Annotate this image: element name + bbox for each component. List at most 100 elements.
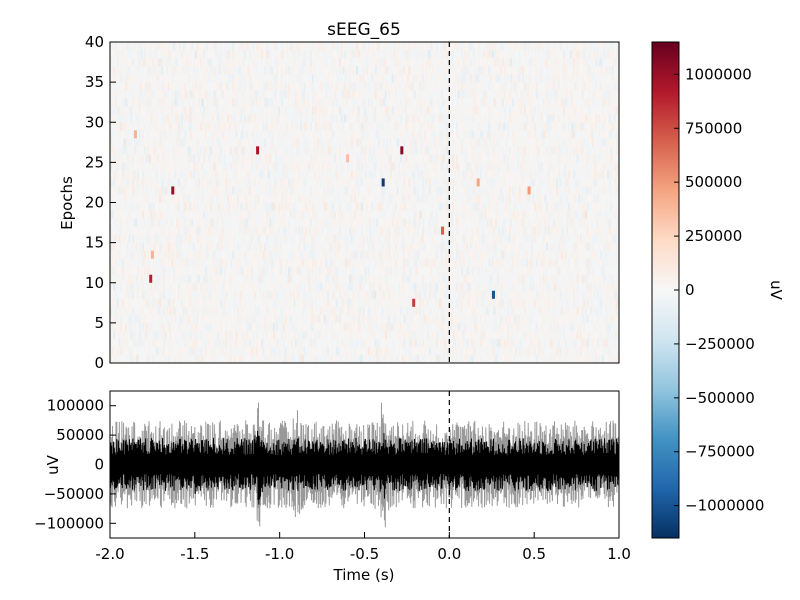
- heatmap-cell: [325, 58, 328, 67]
- heatmap-cell: [478, 66, 481, 75]
- heatmap-cell: [289, 82, 292, 91]
- heatmap-cell: [320, 82, 323, 91]
- heatmap-cell: [535, 202, 538, 211]
- heatmap-cell: [372, 218, 375, 227]
- heatmap-cell: [549, 202, 552, 211]
- heatmap-cell: [240, 162, 243, 171]
- heatmap-cell: [427, 66, 430, 75]
- heatmap-cell: [383, 138, 386, 147]
- heatmap-cell: [486, 194, 489, 203]
- heatmap-cell: [540, 114, 543, 123]
- heatmap-cell: [339, 194, 342, 203]
- heatmap-cell: [345, 90, 348, 99]
- heatmap-cell: [561, 194, 564, 203]
- heatmap-cell: [457, 162, 460, 171]
- heatmap-cell: [157, 186, 160, 195]
- heatmap-cell: [216, 90, 219, 99]
- heatmap-cell: [503, 178, 506, 187]
- heatmap-cell: [276, 58, 279, 67]
- heatmap-cell: [551, 154, 554, 163]
- heatmap-cell: [196, 186, 199, 195]
- heatmap-cell: [462, 90, 465, 99]
- heatmap-cell: [530, 122, 533, 131]
- heatmap-cell: [333, 146, 336, 155]
- heatmap-cell: [556, 202, 559, 211]
- heatmap-cell: [320, 154, 323, 163]
- heatmap-cell: [169, 154, 172, 163]
- heatmap-cell: [527, 178, 530, 187]
- heatmap-cell: [439, 130, 442, 139]
- heatmap-cell: [154, 218, 157, 227]
- heatmap-cell: [320, 146, 323, 155]
- heatmap-cell: [393, 146, 396, 155]
- heatmap-cell: [216, 74, 219, 83]
- heatmap-cell: [583, 42, 586, 51]
- heatmap-cell: [232, 42, 235, 51]
- heatmap-cell: [432, 114, 435, 123]
- heatmap-cell: [349, 66, 352, 75]
- heatmap-cell: [132, 154, 135, 163]
- heatmap-cell: [201, 138, 204, 147]
- heatmap-cell: [111, 146, 114, 155]
- heatmap-cell: [322, 130, 325, 139]
- heatmap-cell: [396, 186, 399, 195]
- heatmap-cell: [164, 218, 167, 227]
- heatmap-cell: [603, 66, 606, 75]
- heatmap-cell: [468, 146, 470, 155]
- heatmap-cell: [381, 186, 384, 195]
- heatmap-cell: [182, 210, 185, 219]
- heatmap-cell: [493, 210, 496, 219]
- heatmap-cell: [405, 98, 408, 107]
- heatmap-cell: [210, 66, 213, 75]
- heatmap-cell: [600, 130, 603, 139]
- heatmap-cell: [201, 82, 204, 91]
- heatmap-cell: [579, 90, 582, 99]
- heatmap-cell: [240, 202, 243, 211]
- heatmap-cell: [442, 202, 445, 211]
- heatmap-cell: [551, 74, 554, 83]
- heatmap-cell: [359, 202, 362, 211]
- heatmap-cell: [245, 114, 248, 123]
- heatmap-cell: [247, 210, 250, 219]
- heatmap-cell: [206, 162, 209, 171]
- heatmap-cell: [315, 98, 318, 107]
- heatmap-cell: [473, 98, 476, 107]
- heatmap-cell: [525, 74, 528, 83]
- heatmap-cell: [143, 162, 146, 171]
- heatmap-cell: [262, 114, 265, 123]
- heatmap-cell: [444, 194, 447, 203]
- heatmap-cell: [255, 194, 258, 203]
- heatmap-cell: [451, 202, 454, 211]
- heatmap-cell: [245, 50, 248, 59]
- heatmap-cell: [123, 138, 126, 147]
- heatmap-cell: [386, 202, 389, 211]
- heatmap-cell: [255, 74, 258, 83]
- heatmap-cell: [357, 218, 360, 227]
- heatmap-cell: [412, 130, 415, 139]
- heatmap-cell: [242, 114, 245, 123]
- heatmap-cell: [235, 162, 238, 171]
- heatmap-cell: [591, 90, 594, 99]
- heatmap-cell: [520, 98, 523, 107]
- heatmap-cell: [410, 66, 413, 75]
- heatmap-cell: [372, 194, 375, 203]
- heatmap-cell: [333, 130, 336, 139]
- heatmap-cell: [201, 42, 204, 51]
- heatmap-cell: [227, 90, 230, 99]
- heatmap-cell: [332, 130, 335, 139]
- heatmap-cell: [137, 66, 140, 75]
- heatmap-cell: [559, 98, 562, 107]
- heatmap-cell: [610, 58, 613, 67]
- heatmap-cell: [113, 218, 116, 227]
- heatmap-cell: [383, 130, 386, 139]
- heatmap-cell: [561, 98, 564, 107]
- heatmap-cell: [116, 194, 119, 203]
- heatmap-cell: [115, 90, 118, 99]
- heatmap-cell: [517, 98, 520, 107]
- heatmap-cell: [138, 194, 141, 203]
- heatmap-cell: [238, 42, 241, 51]
- heatmap-cell: [164, 130, 167, 139]
- heatmap-cell: [261, 162, 263, 171]
- heatmap-cell: [325, 66, 328, 75]
- heatmap-cell: [364, 186, 367, 195]
